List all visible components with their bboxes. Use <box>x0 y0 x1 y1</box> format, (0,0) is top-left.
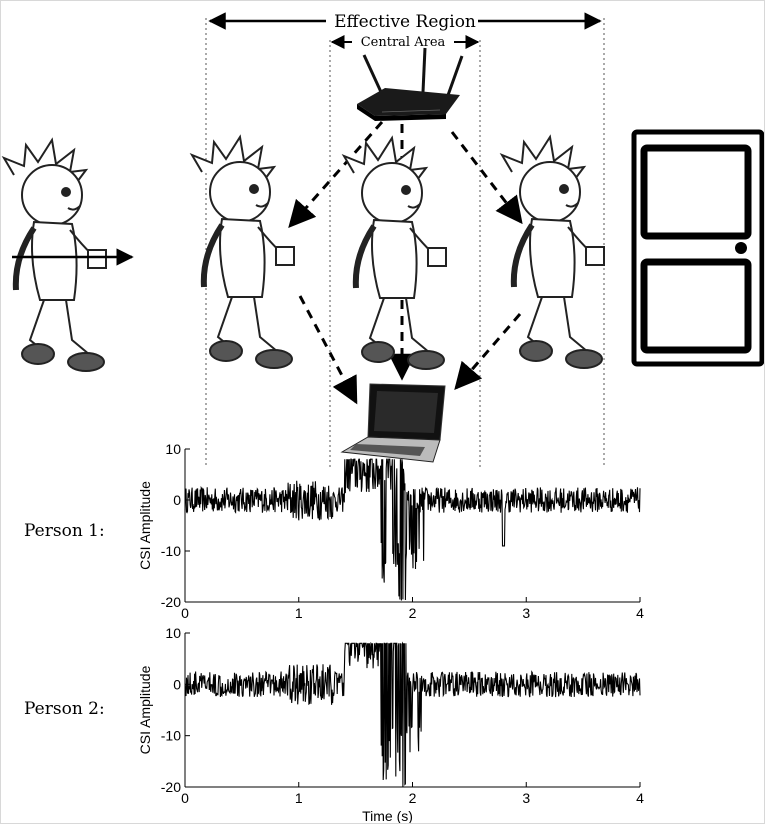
region-guides <box>205 18 605 468</box>
y-axis-label: CSI Amplitude <box>137 665 153 754</box>
signal-arrow <box>288 121 384 229</box>
x-tick-label: 0 <box>181 790 189 806</box>
signal-arrow <box>454 313 522 391</box>
series-line <box>184 641 641 787</box>
x-tick-label: 2 <box>409 605 417 621</box>
walking-person-icon <box>502 137 604 368</box>
door-knob-icon <box>735 242 747 254</box>
y-tick-label: 0 <box>173 492 181 508</box>
walking-person-icon <box>1 137 107 372</box>
label-bg <box>326 9 478 31</box>
y-tick-label: 10 <box>165 625 181 641</box>
router-icon <box>357 47 464 121</box>
y-tick-label: -10 <box>161 728 181 744</box>
y-tick-label: -10 <box>161 543 181 559</box>
y-tick-label: -20 <box>161 779 181 795</box>
y-tick-label: -20 <box>161 594 181 610</box>
x-tick-label: 3 <box>522 790 530 806</box>
signal-paths <box>288 121 523 405</box>
x-tick-label: 4 <box>636 790 644 806</box>
person-1-label: Person 1: <box>24 521 105 541</box>
door-icon <box>631 129 765 367</box>
y-axis-label: CSI Amplitude <box>137 481 153 570</box>
person-2-label: Person 2: <box>24 699 105 719</box>
x-tick-label: 1 <box>295 790 303 806</box>
central-area-label: Central Area <box>361 35 446 50</box>
x-axis-label: Time (s) <box>362 808 413 824</box>
walking-person-icon <box>344 138 446 369</box>
series-line <box>184 458 641 601</box>
signal-arrow <box>450 131 523 225</box>
signal-arrow <box>298 295 358 405</box>
x-tick-label: 3 <box>522 605 530 621</box>
x-tick-label: 4 <box>636 605 644 621</box>
x-tick-label: 2 <box>409 790 417 806</box>
x-tick-label: 0 <box>181 605 189 621</box>
laptop-icon <box>340 383 446 463</box>
x-tick-label: 1 <box>295 605 303 621</box>
walking-person-icon <box>192 137 294 368</box>
y-tick-label: 0 <box>173 676 181 692</box>
effective-region-label: Effective Region <box>334 12 476 32</box>
y-tick-label: 10 <box>165 441 181 457</box>
